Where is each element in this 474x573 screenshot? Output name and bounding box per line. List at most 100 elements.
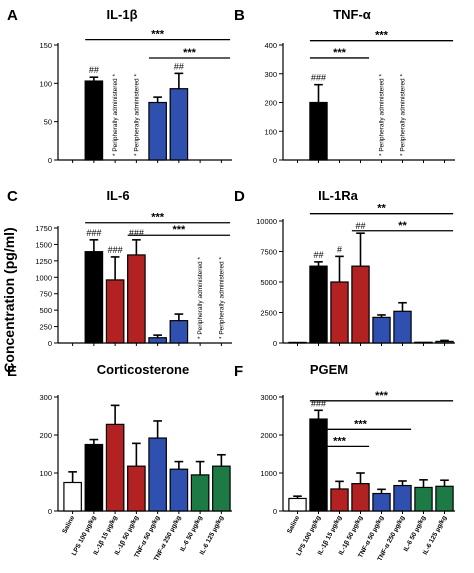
panel-title: PGEM <box>310 362 348 377</box>
significance-stars: ** <box>398 220 407 232</box>
y-tick-label: 0 <box>48 507 52 516</box>
bar-d-5 <box>393 310 412 344</box>
y-tick-label: 0 <box>273 339 277 348</box>
panel-letter: B <box>234 7 245 24</box>
bar-c-3 <box>127 254 146 344</box>
bar-e-0 <box>63 481 82 512</box>
category-label: IL-6 125 µg/kg <box>199 515 225 556</box>
bar-d-7 <box>435 340 454 344</box>
bar-annotation: ### <box>311 73 326 83</box>
vertical-note: * Peripherally administered * <box>197 257 204 339</box>
y-axis-label: Concentration (pg/ml) <box>1 227 17 372</box>
bar-f-6 <box>414 486 433 512</box>
panel-f: F PGEM0100020003000###*********SalineLPS … <box>234 362 455 562</box>
bar-e-6 <box>190 474 210 512</box>
bar-d-6 <box>414 341 433 344</box>
y-tick-label: 0 <box>48 156 52 165</box>
bar-d-1 <box>309 265 328 344</box>
y-tick-label: 400 <box>264 41 277 50</box>
significance-stars: *** <box>172 224 186 236</box>
bar-annotation: # <box>337 244 342 254</box>
significance-stars: *** <box>375 390 389 402</box>
bar-annotation: ### <box>129 228 144 238</box>
bar-annotation: ## <box>355 221 365 231</box>
bar-f-2 <box>330 488 349 512</box>
bar-d-3 <box>351 265 370 344</box>
panel-letter: E <box>7 363 17 380</box>
significance-stars: *** <box>333 435 347 447</box>
bar-f-0 <box>288 497 307 512</box>
panel-letter: D <box>234 188 245 205</box>
y-tick-label: 1250 <box>35 257 52 266</box>
bar-e-4 <box>148 437 167 512</box>
bar-d-0 <box>288 341 307 344</box>
y-tick-label: 3000 <box>260 393 277 402</box>
bar-annotation: ## <box>313 250 323 260</box>
bar-c-4 <box>148 337 167 344</box>
bar-d-4 <box>372 316 391 344</box>
y-tick-label: 2000 <box>260 431 277 440</box>
bar-d-2 <box>330 281 349 344</box>
y-tick-label: 1750 <box>35 224 52 233</box>
bar-f-7 <box>435 485 454 512</box>
category-label: IL-6 50 µg/kg <box>403 515 428 553</box>
bar-e-1 <box>84 443 104 512</box>
bar-f-3 <box>351 483 370 512</box>
bar-e-3 <box>127 465 146 512</box>
vertical-note: * Peripherally administered * <box>218 257 225 339</box>
panel-letter: A <box>7 7 18 24</box>
y-tick-label: 250 <box>39 323 52 332</box>
y-tick-label: 50 <box>44 118 52 127</box>
bar-f-1 <box>309 418 328 512</box>
bar-annotation: ### <box>311 398 326 408</box>
panel-title: IL-1β <box>106 7 137 22</box>
bar-f-5 <box>393 484 412 512</box>
y-tick-label: 1000 <box>260 469 277 478</box>
category-label: IL-6 125 µg/kg <box>422 515 448 556</box>
bar-annotation: ## <box>174 61 184 71</box>
bar-b-1 <box>309 101 328 161</box>
bar-e-5 <box>169 468 189 512</box>
panel-title: IL-1Ra <box>318 188 359 203</box>
bar-a-4 <box>148 101 167 161</box>
significance-stars: *** <box>354 418 368 430</box>
y-tick-label: 10000 <box>256 217 277 226</box>
vertical-note: * Peripherally administered * <box>133 74 140 156</box>
significance-stars: *** <box>333 47 347 59</box>
y-tick-label: 1000 <box>35 273 52 282</box>
panel-title: IL-6 <box>106 188 129 203</box>
significance-stars: *** <box>151 212 165 224</box>
y-tick-label: 100 <box>39 469 52 478</box>
y-tick-label: 1500 <box>35 240 52 249</box>
category-label: Saline <box>286 514 301 535</box>
vertical-note: * Peripherally administered * <box>400 74 407 156</box>
significance-stars: *** <box>151 29 165 41</box>
y-tick-label: 0 <box>273 507 277 516</box>
y-tick-label: 100 <box>264 127 277 136</box>
bar-annotation: ## <box>89 65 99 75</box>
bar-annotation: ### <box>108 245 123 255</box>
y-tick-label: 150 <box>39 41 52 50</box>
panel-a: A IL-1β 0 50 100 150 ## ## * Peripherally admini… <box>7 7 232 165</box>
panel-letter: F <box>234 363 243 380</box>
bar-c-1 <box>84 251 104 344</box>
y-tick-label: 200 <box>264 99 277 108</box>
y-tick-label: 7500 <box>260 248 277 257</box>
y-tick-label: 2500 <box>260 309 277 318</box>
category-label: Saline <box>61 514 76 535</box>
bar-e-2 <box>105 423 125 512</box>
y-tick-label: 0 <box>48 339 52 348</box>
significance-stars: ** <box>377 203 386 215</box>
y-tick-label: 200 <box>39 431 52 440</box>
panel-b: B TNF-α 0 100 200 300 400 ### * Peripherally adm… <box>234 7 455 165</box>
vertical-note: * Peripherally administered * <box>112 74 119 156</box>
panel-letter: C <box>7 188 18 205</box>
significance-stars: *** <box>183 47 197 59</box>
y-tick-label: 100 <box>39 79 52 88</box>
panel-title: Corticosterone <box>97 362 189 377</box>
bar-c-5 <box>169 320 189 344</box>
y-tick-label: 750 <box>39 290 52 299</box>
y-tick-label: 300 <box>264 70 277 79</box>
